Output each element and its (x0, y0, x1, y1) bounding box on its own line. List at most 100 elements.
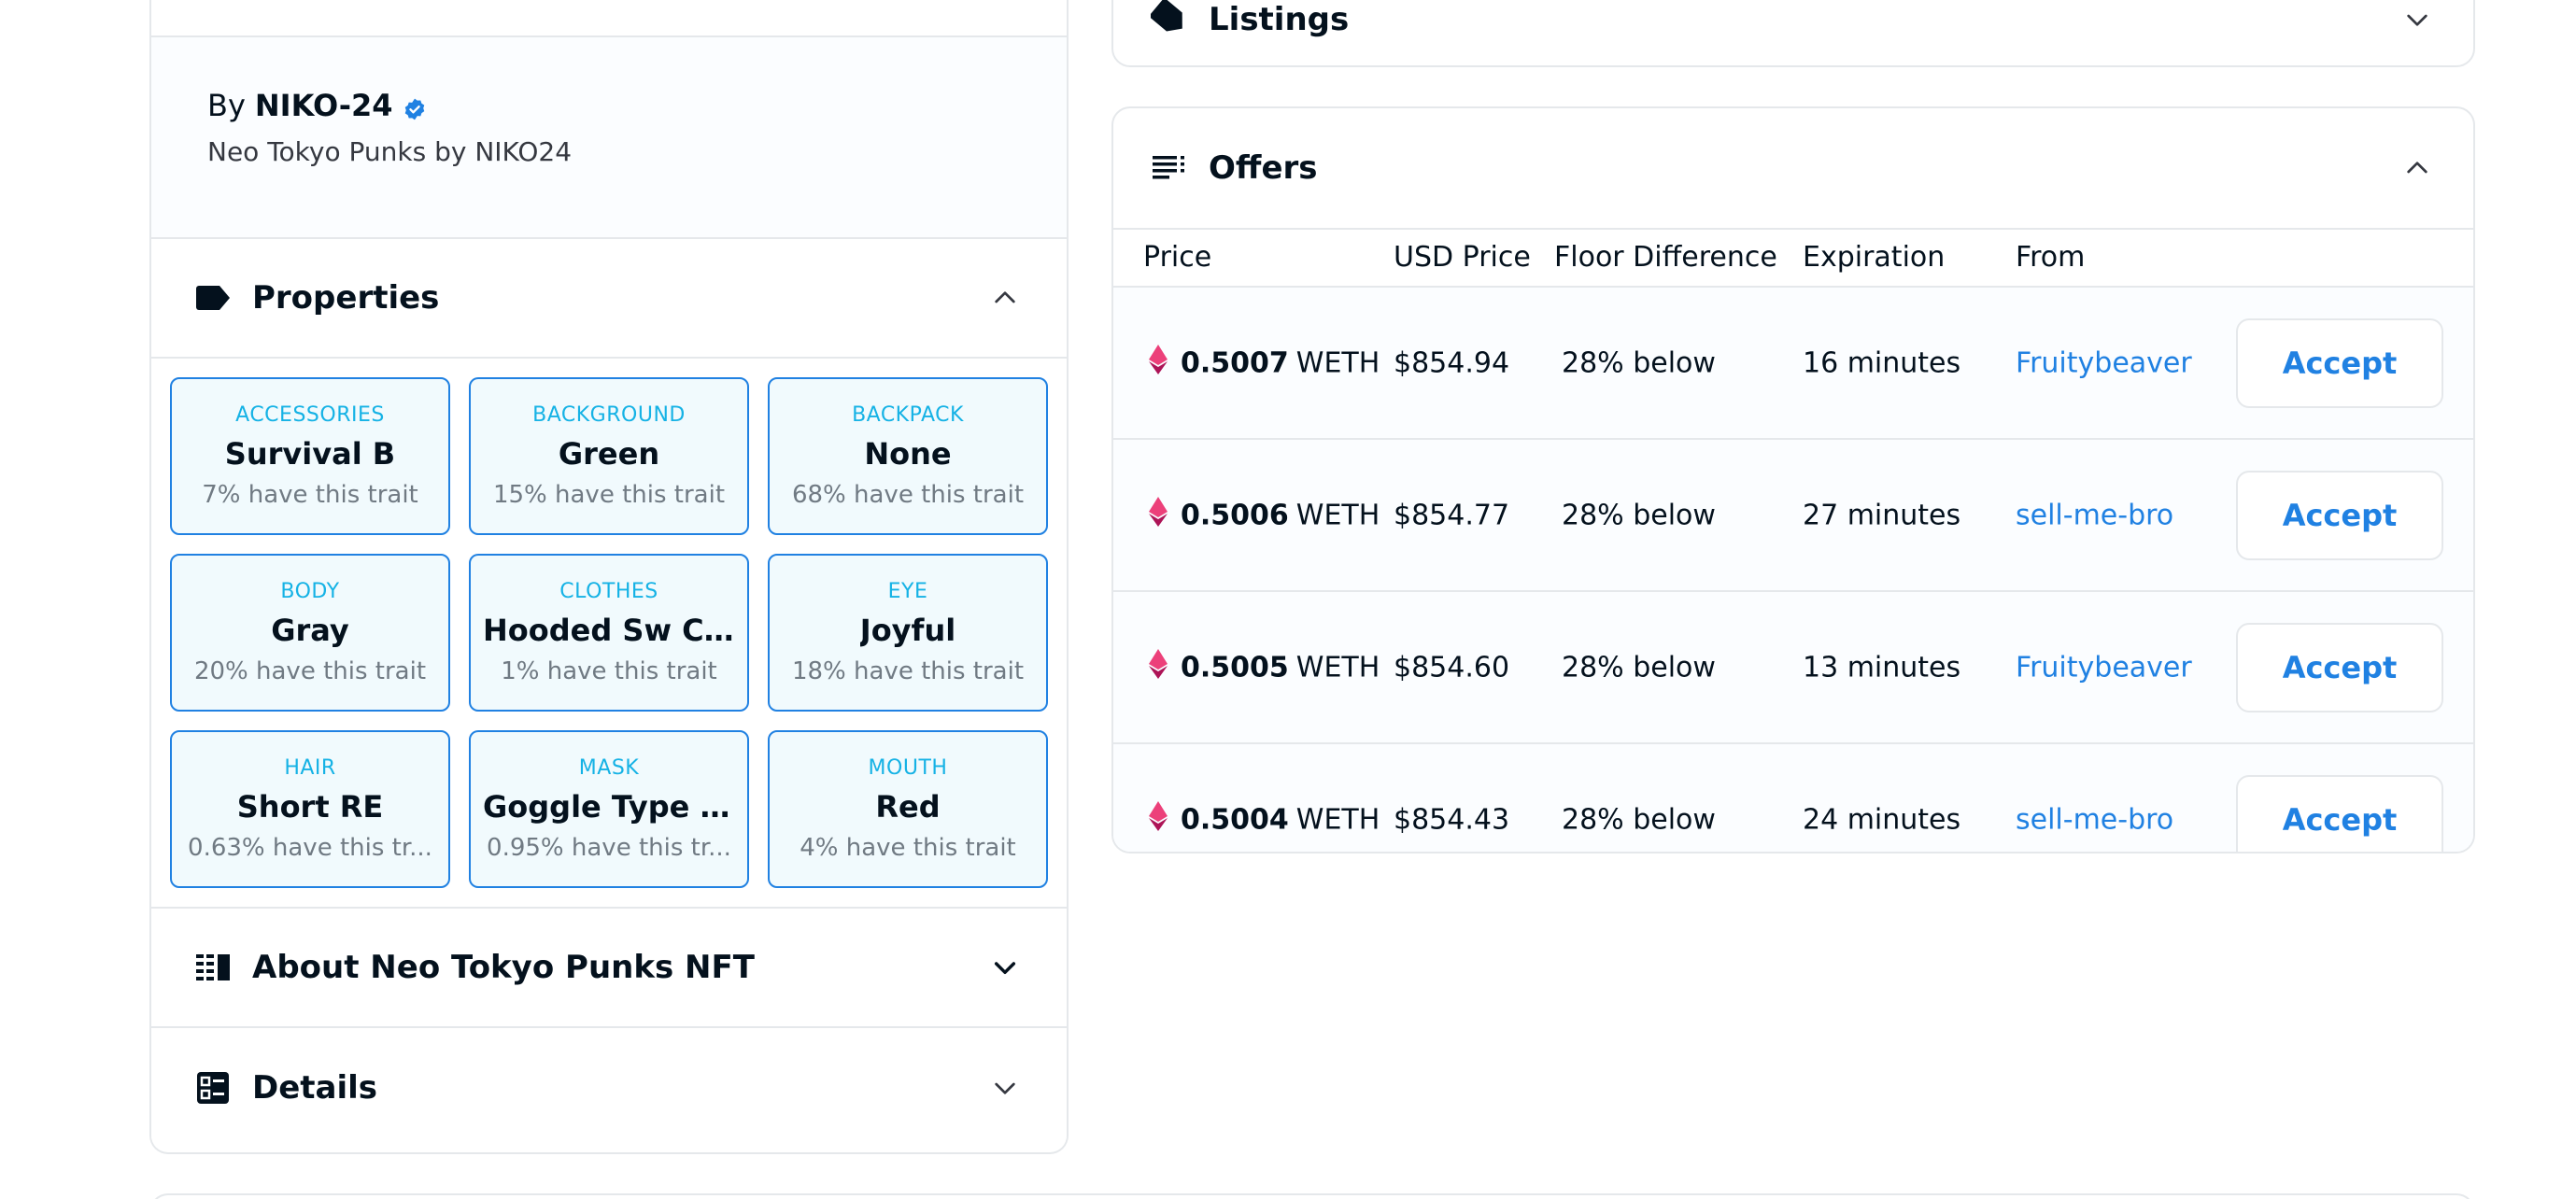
offer-amount: 0.5005 (1181, 651, 1289, 684)
offer-currency: WETH (1295, 499, 1380, 531)
trait-value: Survival B (224, 436, 396, 472)
col-header-from: From (2016, 241, 2086, 274)
trait-rarity: 68% have this trait (791, 481, 1025, 509)
col-header-floor-difference: Floor Difference (1554, 241, 1777, 274)
trait-card[interactable]: CLOTHES Hooded Sw Ca... 1% have this tra… (469, 554, 749, 712)
tag-icon (194, 279, 232, 317)
trait-value: Hooded Sw Ca... (483, 613, 735, 648)
trait-rarity: 0.95% have this tr... (487, 834, 731, 862)
col-header-usd-price: USD Price (1394, 241, 1531, 274)
offer-price: 0.5005 WETH (1181, 651, 1380, 684)
offer-from-link[interactable]: sell-me-bro (2016, 499, 2174, 531)
offer-amount: 0.5004 (1181, 803, 1289, 836)
offers-panel: Offers Price USD Price Floor Difference … (1111, 106, 2475, 853)
trait-rarity: 7% have this trait (202, 481, 418, 509)
offer-row: 0.5005 WETH $854.60 28% below 13 minutes … (1113, 592, 2473, 744)
accept-offer-button[interactable]: Accept (2236, 622, 2443, 712)
about-title: About Neo Tokyo Punks NFT (252, 949, 755, 986)
offer-floor-difference: 28% below (1562, 346, 1716, 379)
trait-value: Goggle Type N ... (483, 789, 735, 825)
trait-rarity: 18% have this trait (791, 657, 1025, 685)
list-icon (1151, 148, 1188, 189)
trait-card[interactable]: EYE Joyful 18% have this trait (768, 554, 1048, 712)
offer-price: 0.5007 WETH (1181, 346, 1380, 379)
offer-expiration: 24 minutes (1803, 803, 1961, 836)
trait-rarity: 0.63% have this tr... (188, 834, 432, 862)
offers-table-header: Price USD Price Floor Difference Expirat… (1113, 230, 2473, 288)
offer-price: 0.5004 WETH (1181, 803, 1380, 836)
trait-value: Joyful (859, 613, 956, 648)
trait-card[interactable]: BACKPACK None 68% have this trait (768, 377, 1048, 535)
chevron-down-icon[interactable] (2399, 1, 2436, 38)
offer-expiration: 27 minutes (1803, 499, 1961, 531)
trait-type: CLOTHES (559, 580, 658, 603)
accept-offer-button[interactable]: Accept (2236, 470, 2443, 560)
offer-floor-difference: 28% below (1562, 499, 1716, 531)
properties-title: Properties (252, 279, 440, 317)
trait-value: Gray (271, 613, 349, 648)
offers-title: Offers (1209, 149, 1318, 187)
panel-top-divider (151, 0, 1067, 37)
offer-currency: WETH (1295, 803, 1380, 836)
accept-offer-button[interactable]: Accept (2236, 317, 2443, 408)
offer-usd-price: $854.77 (1394, 499, 1510, 531)
tag-icon (1150, 0, 1188, 40)
trait-type: HAIR (284, 756, 336, 780)
trait-value: None (864, 436, 952, 472)
trait-type: BACKGROUND (532, 403, 686, 427)
offer-from-link[interactable]: Fruitybeaver (2016, 651, 2192, 684)
offer-from-link[interactable]: sell-me-bro (2016, 803, 2174, 836)
chevron-up-icon[interactable] (2399, 149, 2436, 187)
creator-line: By NIKO-24 (207, 88, 1067, 123)
trait-card[interactable]: ACCESSORIES Survival B 7% have this trai… (170, 377, 450, 535)
trait-card[interactable]: MOUTH Red 4% have this trait (768, 730, 1048, 888)
offer-row: 0.5004 WETH $854.43 28% below 24 minutes … (1113, 744, 2473, 852)
chevron-down-icon[interactable] (986, 1069, 1024, 1107)
listings-title: Listings (1209, 1, 1350, 38)
trait-type: MOUTH (868, 756, 948, 780)
offer-usd-price: $854.60 (1394, 651, 1510, 684)
trait-type: ACCESSORIES (235, 403, 385, 427)
details-title: Details (252, 1069, 378, 1107)
creator-name-link[interactable]: NIKO-24 (254, 88, 393, 123)
weth-icon (1149, 648, 1168, 686)
trait-type: BACKPACK (852, 403, 964, 427)
properties-header[interactable]: Properties (151, 239, 1067, 359)
offer-usd-price: $854.43 (1394, 803, 1510, 836)
weth-icon (1149, 344, 1168, 382)
listings-header[interactable]: Listings (1111, 0, 2475, 67)
offer-price: 0.5006 WETH (1181, 499, 1380, 531)
about-header[interactable]: About Neo Tokyo Punks NFT (151, 909, 1067, 1028)
trait-value: Red (875, 789, 941, 825)
creator-info: By NIKO-24 Neo Tokyo Punks by NIKO24 (151, 37, 1067, 239)
weth-icon (1149, 496, 1168, 534)
details-icon (194, 1069, 232, 1107)
offer-row: 0.5007 WETH $854.94 28% below 16 minutes … (1113, 288, 2473, 440)
verified-badge-icon (403, 93, 427, 120)
trait-value: Green (558, 436, 660, 472)
offer-expiration: 16 minutes (1803, 346, 1961, 379)
chevron-up-icon[interactable] (986, 279, 1024, 317)
trait-card[interactable]: BODY Gray 20% have this trait (170, 554, 450, 712)
trait-card[interactable]: MASK Goggle Type N ... 0.95% have this t… (469, 730, 749, 888)
details-header[interactable]: Details (151, 1028, 1067, 1148)
trait-rarity: 1% have this trait (501, 657, 717, 685)
offers-header[interactable]: Offers (1113, 108, 2473, 230)
collection-description: Neo Tokyo Punks by NIKO24 (207, 136, 573, 167)
trait-card[interactable]: HAIR Short RE 0.63% have this tr... (170, 730, 450, 888)
offer-row: 0.5006 WETH $854.77 28% below 27 minutes … (1113, 440, 2473, 592)
offer-currency: WETH (1295, 346, 1380, 379)
col-header-expiration: Expiration (1803, 241, 1946, 274)
accept-offer-button[interactable]: Accept (2236, 774, 2443, 852)
trait-value: Short RE (236, 789, 384, 825)
offer-amount: 0.5007 (1181, 346, 1289, 379)
trait-card[interactable]: BACKGROUND Green 15% have this trait (469, 377, 749, 535)
trait-rarity: 15% have this trait (492, 481, 726, 509)
trait-type: BODY (280, 580, 340, 603)
trait-type: MASK (578, 756, 640, 780)
chevron-down-icon[interactable] (986, 949, 1024, 986)
offer-floor-difference: 28% below (1562, 651, 1716, 684)
offer-from-link[interactable]: Fruitybeaver (2016, 346, 2192, 379)
trait-rarity: 20% have this trait (193, 657, 427, 685)
creator-by-label: By (207, 88, 246, 123)
